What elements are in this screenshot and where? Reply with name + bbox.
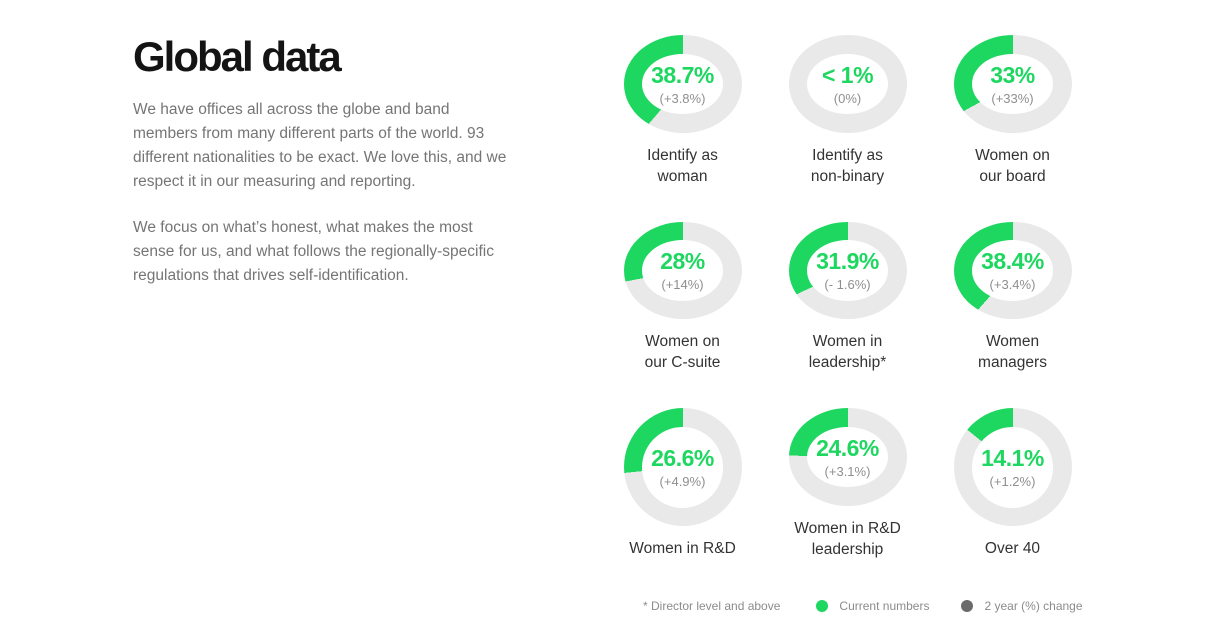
donut-chart: 31.9% (- 1.6%) <box>788 221 907 319</box>
donut-chart: 14.1% (+1.2%) <box>953 408 1072 526</box>
donut-change: (+14%) <box>661 277 704 293</box>
legend-change-label: 2 year (%) change <box>984 599 1083 613</box>
donut-change: (+3.4%) <box>989 277 1036 293</box>
donut-hole: 38.4% (+3.4%) <box>972 240 1053 301</box>
donut-chart: 28% (+14%) <box>623 221 742 319</box>
chart-label: Women on our board <box>975 146 1050 185</box>
chart-label: Women managers <box>978 333 1047 371</box>
donut-chart: 26.6% (+4.9%) <box>623 408 742 526</box>
donut-chart: 38.7% (+3.8%) <box>623 35 742 133</box>
donut-hole: 38.7% (+3.8%) <box>642 53 723 114</box>
donut-hole: 24.6% (+3.1%) <box>807 426 888 487</box>
donut-value: 28% <box>660 248 705 275</box>
chart-label: Identify as woman <box>647 146 718 185</box>
donut-chart: 24.6% (+3.1%) <box>788 408 907 506</box>
stat-women-managers: 38.4% (+3.4%) Women managers <box>953 187 1072 374</box>
stat-women-in-rd-leadership: 24.6% (+3.1%) Women in R&D leadership <box>788 373 907 560</box>
donut-value: 38.7% <box>651 61 714 88</box>
donut-change: (0%) <box>833 90 862 106</box>
chart-label: Identify as non-binary <box>810 146 885 185</box>
donut-hole: 26.6% (+4.9%) <box>642 426 723 508</box>
legend-item-current: Current numbers <box>816 599 929 613</box>
donut-hole: 33% (+33%) <box>972 53 1053 114</box>
green-dot-icon <box>816 600 829 612</box>
donut-value: 33% <box>990 61 1035 88</box>
donut-value: < 1% <box>821 61 874 88</box>
stat-over-40: 14.1% (+1.2%) Over 40 <box>953 373 1072 560</box>
chart-label: Women in leadership* <box>808 333 887 371</box>
donut-change: (+4.9%) <box>659 474 706 489</box>
legend-current-label: Current numbers <box>839 599 930 613</box>
donut-hole: 28% (+14%) <box>642 240 723 301</box>
stat-identify-as-non-binary: < 1% (0%) Identify as non-binary <box>788 0 907 187</box>
chart-label: Women on our C-suite <box>644 333 721 371</box>
donut-chart: 38.4% (+3.4%) <box>953 221 1072 319</box>
chart-label: Over 40 <box>984 540 1041 557</box>
chart-legend: * Director level and above Current numbe… <box>643 599 1115 613</box>
intro-paragraph-2: We focus on what’s honest, what makes th… <box>133 219 494 285</box>
donut-change: (+33%) <box>991 90 1034 106</box>
stat-women-in-leadership: 31.9% (- 1.6%) Women in leadership* <box>788 187 907 374</box>
stat-identify-as-woman: 38.7% (+3.8%) Identify as woman <box>623 0 742 187</box>
donut-change: (- 1.6%) <box>824 277 871 293</box>
page-title: Global data <box>133 33 342 80</box>
donut-hole: 31.9% (- 1.6%) <box>807 240 888 301</box>
stats-grid: 38.7% (+3.8%) Identify as woman < 1% (0%… <box>600 0 1096 560</box>
chart-label: Women in R&D leadership <box>794 519 901 558</box>
donut-change: (+1.2%) <box>989 474 1036 489</box>
chart-label: Women in R&D <box>629 540 736 557</box>
donut-value: 38.4% <box>981 248 1044 275</box>
stat-women-on-our-c-suite: 28% (+14%) Women on our C-suite <box>623 187 742 374</box>
legend-footnote: * Director level and above <box>643 599 781 613</box>
donut-value: 31.9% <box>816 248 879 275</box>
donut-change: (+3.8%) <box>659 90 706 106</box>
gray-dot-icon <box>961 600 974 612</box>
donut-hole: < 1% (0%) <box>807 53 888 114</box>
intro-paragraph-1: We have offices all across the globe and… <box>133 101 507 191</box>
stat-women-on-our-board: 33% (+33%) Women on our board <box>953 0 1072 187</box>
donut-change: (+3.1%) <box>824 463 871 479</box>
donut-value: 14.1% <box>981 445 1044 471</box>
donut-value: 26.6% <box>651 445 714 471</box>
donut-chart: < 1% (0%) <box>788 35 907 133</box>
intro-section: Global data We have offices all across t… <box>133 33 511 288</box>
donut-hole: 14.1% (+1.2%) <box>972 426 1053 508</box>
legend-item-change: 2 year (%) change <box>961 599 1083 613</box>
donut-value: 24.6% <box>816 434 879 461</box>
stat-women-in-rd: 26.6% (+4.9%) Women in R&D <box>623 373 742 560</box>
donut-chart: 33% (+33%) <box>953 35 1072 133</box>
